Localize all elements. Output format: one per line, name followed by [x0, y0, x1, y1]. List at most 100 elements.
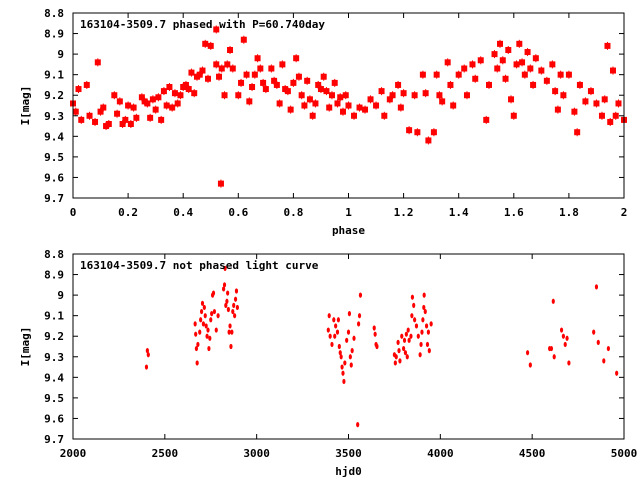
data-point — [339, 354, 343, 360]
y-tick-label: 9.1 — [44, 310, 64, 323]
x-tick-label: 0.4 — [173, 206, 193, 219]
data-point — [198, 329, 202, 335]
data-point — [397, 348, 401, 354]
x-tick-label: 0.8 — [283, 206, 303, 219]
data-point — [226, 306, 230, 313]
x-tick-label: 4000 — [427, 447, 454, 460]
data-point — [211, 290, 216, 296]
y-tick-label: 9.5 — [44, 151, 64, 164]
data-point — [358, 292, 363, 298]
data-point — [561, 333, 565, 339]
data-point — [194, 345, 199, 352]
data-point — [409, 333, 413, 339]
data-point — [194, 331, 198, 337]
x-tick-label: 0.6 — [228, 206, 248, 219]
y-tick-label: 8.8 — [44, 7, 64, 20]
x-axis-label: phase — [332, 224, 365, 237]
data-point — [208, 335, 212, 341]
y-tick-label: 9.3 — [44, 110, 64, 123]
y-tick-label: 9.2 — [44, 89, 64, 102]
data-point — [410, 294, 415, 300]
data-point — [375, 343, 379, 350]
data-point — [402, 345, 406, 352]
x-tick-label: 1.8 — [559, 206, 579, 219]
data-point — [528, 362, 532, 368]
data-point — [549, 345, 554, 352]
data-point — [403, 350, 408, 356]
data-point — [350, 348, 354, 354]
x-tick-label: 2 — [621, 206, 628, 219]
data-point — [203, 313, 207, 319]
data-point — [222, 282, 227, 288]
y-tick-label: 9.5 — [44, 392, 64, 405]
data-point — [226, 290, 230, 296]
y-tick-label: 9.7 — [44, 433, 64, 446]
phased-plot: 8.8 8.9 9 9.1 9.2 9.3 9.4 9.5 9.6 9.7 0 0.2 0.4 0.6 0.… — [19, 7, 627, 237]
data-point — [201, 321, 206, 327]
x-tick-label: 5000 — [611, 447, 638, 460]
y-tick-label: 9.4 — [44, 371, 64, 384]
data-point — [233, 296, 238, 302]
data-point — [231, 308, 235, 315]
data-point — [352, 335, 356, 341]
data-point — [204, 323, 208, 329]
data-point — [234, 288, 239, 294]
data-point — [232, 302, 236, 308]
data-point — [212, 308, 217, 315]
chart-title: 163104-3509.7 phased with P=60.740day — [80, 18, 325, 31]
data-point — [406, 327, 410, 333]
data-point — [145, 348, 149, 354]
data-point — [199, 308, 204, 315]
x-tick-label: 1.2 — [394, 206, 414, 219]
y-tick-label: 9.7 — [44, 192, 64, 205]
data-point — [348, 354, 352, 360]
x-tick-label: 2500 — [152, 447, 179, 460]
data-point — [225, 298, 229, 304]
data-point — [196, 341, 200, 348]
data-point — [422, 304, 426, 311]
data-point — [216, 313, 220, 319]
x-tick-label: 0.2 — [118, 206, 138, 219]
x-tick-label: 0 — [70, 206, 77, 219]
data-point — [552, 354, 556, 360]
data-point — [222, 286, 226, 292]
data-point — [195, 360, 199, 366]
data-point — [419, 341, 423, 348]
data-point — [420, 329, 424, 335]
chart-title: 163104-3509.7 not phased light curve — [80, 259, 319, 272]
data-point — [205, 333, 209, 339]
data-point — [565, 335, 569, 341]
data-point — [427, 348, 431, 354]
data-point — [230, 329, 234, 335]
y-axis-label: I[mag] — [19, 327, 32, 367]
data-point — [413, 317, 417, 323]
y-tick-label: 8.9 — [44, 28, 64, 41]
data-point — [328, 333, 332, 339]
data-point — [214, 327, 218, 333]
data-point — [594, 284, 599, 290]
data-point — [425, 341, 430, 348]
data-point — [338, 350, 342, 356]
data-point — [423, 308, 427, 315]
data-point — [429, 321, 433, 327]
data-point — [223, 265, 227, 271]
data-point — [357, 313, 362, 319]
data-point — [233, 313, 237, 319]
data-point — [326, 327, 330, 333]
x-tick-label: 3000 — [243, 447, 270, 460]
data-point — [412, 302, 416, 308]
data-point — [426, 329, 430, 335]
data-point — [224, 302, 228, 308]
y-tick-label: 9.4 — [44, 130, 64, 143]
data-point — [410, 313, 414, 319]
y-tick-label: 9.6 — [44, 412, 64, 425]
y-tick-label: 9.1 — [44, 69, 64, 82]
data-point — [347, 311, 352, 317]
data-point — [404, 331, 408, 337]
data-point — [567, 360, 571, 366]
x-tick-label: 3500 — [335, 447, 362, 460]
data-point — [202, 304, 206, 311]
data-point — [144, 364, 149, 370]
data-point — [340, 364, 344, 370]
